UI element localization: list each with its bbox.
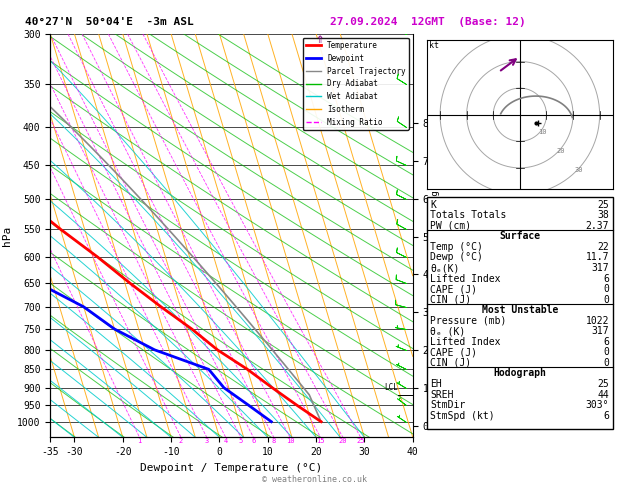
Text: 40°27'N  50°04'E  -3m ASL: 40°27'N 50°04'E -3m ASL — [25, 17, 194, 27]
Text: CIN (J): CIN (J) — [430, 358, 472, 368]
Text: ⇑: ⇑ — [315, 32, 324, 46]
Text: 1: 1 — [137, 438, 142, 444]
Text: 4: 4 — [223, 438, 228, 444]
Text: 44: 44 — [598, 389, 610, 399]
Text: 10: 10 — [286, 438, 294, 444]
Text: 5: 5 — [238, 438, 243, 444]
Text: Lifted Index: Lifted Index — [430, 274, 501, 283]
Y-axis label: hPa: hPa — [1, 226, 11, 246]
Text: Totals Totals: Totals Totals — [430, 210, 507, 220]
Text: Pressure (mb): Pressure (mb) — [430, 316, 507, 326]
Text: 6: 6 — [603, 274, 610, 283]
Text: 27.09.2024  12GMT  (Base: 12): 27.09.2024 12GMT (Base: 12) — [330, 17, 526, 27]
Text: 20: 20 — [556, 148, 564, 154]
Text: K: K — [430, 200, 437, 210]
Text: Hodograph: Hodograph — [493, 368, 546, 379]
Text: 6: 6 — [603, 411, 610, 420]
Text: 15: 15 — [316, 438, 325, 444]
Text: 2.37: 2.37 — [586, 221, 610, 231]
Text: 0: 0 — [603, 284, 610, 294]
Text: 38: 38 — [598, 210, 610, 220]
Text: 25: 25 — [598, 200, 610, 210]
Y-axis label: km
ASL: km ASL — [434, 227, 455, 244]
Text: 3: 3 — [204, 438, 209, 444]
Text: © weatheronline.co.uk: © weatheronline.co.uk — [262, 474, 367, 484]
Text: 1022: 1022 — [586, 316, 610, 326]
Text: 317: 317 — [591, 263, 610, 273]
Text: CAPE (J): CAPE (J) — [430, 347, 477, 357]
Text: Lifted Index: Lifted Index — [430, 337, 501, 347]
Text: EH: EH — [430, 379, 442, 389]
Text: LCL: LCL — [384, 382, 398, 392]
Text: Surface: Surface — [499, 231, 540, 242]
Text: 30: 30 — [574, 167, 582, 173]
Text: 317: 317 — [591, 326, 610, 336]
Text: 25: 25 — [598, 379, 610, 389]
Text: Temp (°C): Temp (°C) — [430, 242, 483, 252]
Text: Mixing Ratio (g/kg): Mixing Ratio (g/kg) — [431, 185, 440, 287]
Text: Most Unstable: Most Unstable — [482, 305, 558, 315]
Text: θₑ (K): θₑ (K) — [430, 326, 465, 336]
Text: 20: 20 — [338, 438, 347, 444]
Text: CAPE (J): CAPE (J) — [430, 284, 477, 294]
Text: 11.7: 11.7 — [586, 252, 610, 262]
Legend: Temperature, Dewpoint, Parcel Trajectory, Dry Adiabat, Wet Adiabat, Isotherm, Mi: Temperature, Dewpoint, Parcel Trajectory… — [303, 38, 409, 130]
Text: 10: 10 — [538, 129, 547, 135]
Text: PW (cm): PW (cm) — [430, 221, 472, 231]
Text: Dewp (°C): Dewp (°C) — [430, 252, 483, 262]
Text: 8: 8 — [272, 438, 276, 444]
Text: 0: 0 — [603, 295, 610, 305]
Text: 0: 0 — [603, 347, 610, 357]
Text: θₑ(K): θₑ(K) — [430, 263, 460, 273]
Text: 6: 6 — [252, 438, 255, 444]
X-axis label: Dewpoint / Temperature (°C): Dewpoint / Temperature (°C) — [140, 463, 323, 473]
Text: StmDir: StmDir — [430, 400, 465, 410]
Text: 6: 6 — [603, 337, 610, 347]
Text: StmSpd (kt): StmSpd (kt) — [430, 411, 495, 420]
Text: 0: 0 — [603, 358, 610, 368]
Text: CIN (J): CIN (J) — [430, 295, 472, 305]
Text: kt: kt — [430, 41, 440, 50]
Text: 22: 22 — [598, 242, 610, 252]
Text: 25: 25 — [357, 438, 365, 444]
Text: 2: 2 — [179, 438, 183, 444]
Text: 303°: 303° — [586, 400, 610, 410]
Text: SREH: SREH — [430, 389, 454, 399]
